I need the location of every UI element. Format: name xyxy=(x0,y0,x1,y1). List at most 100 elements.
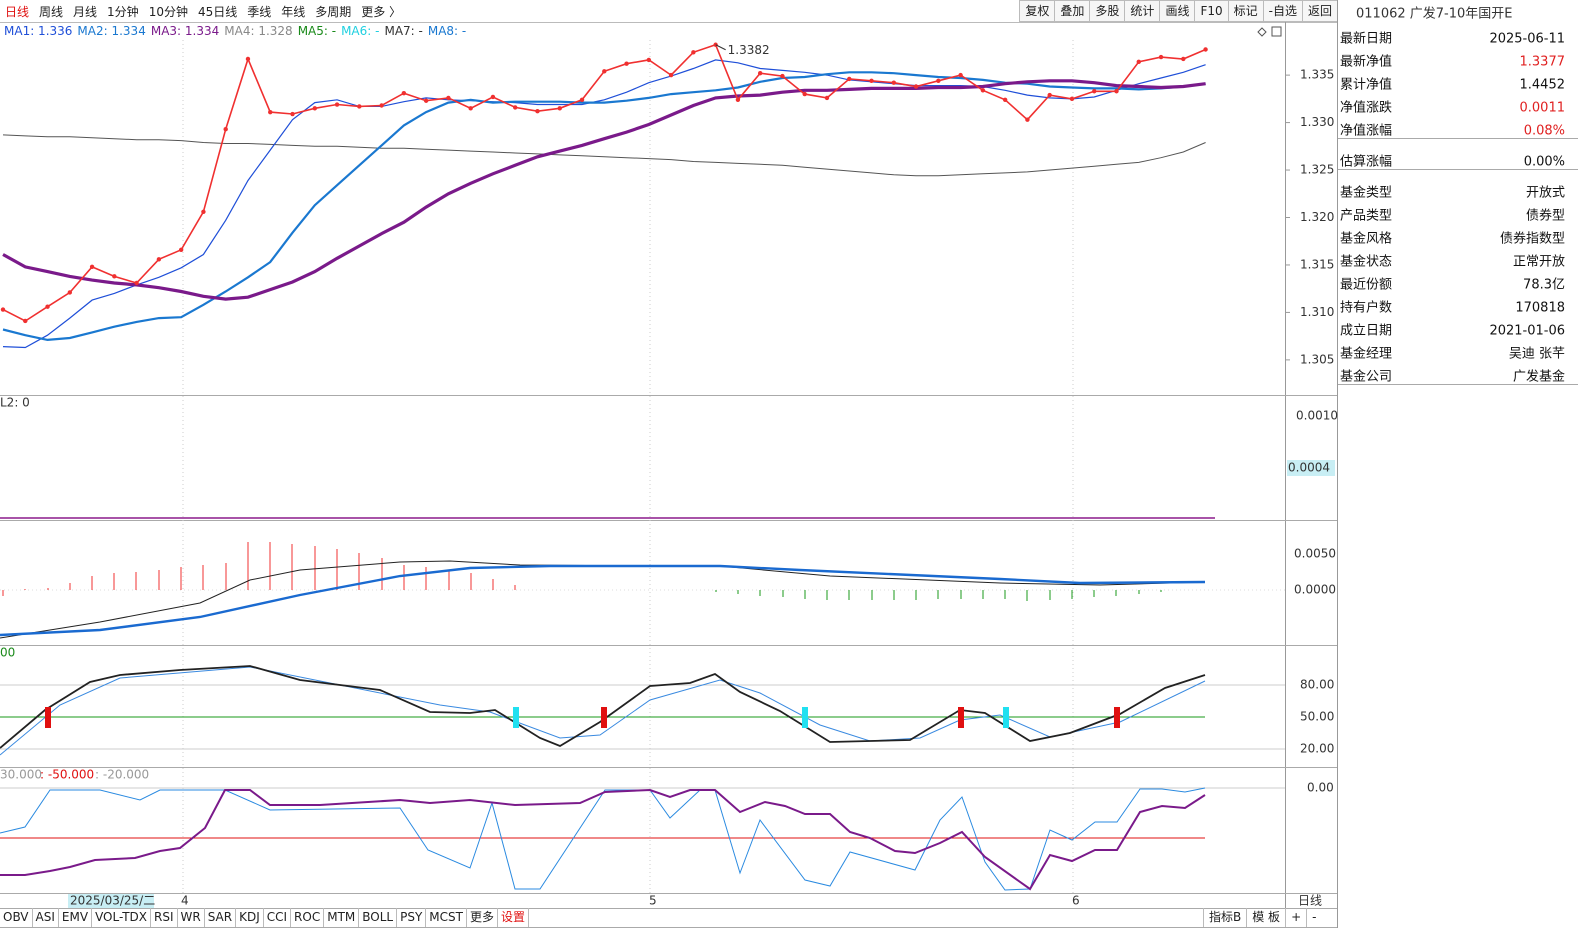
vol-tick: 0.0004 xyxy=(1288,461,1330,475)
info-label: 最新日期 xyxy=(1340,31,1392,47)
kdj-k xyxy=(0,665,1206,749)
indicator-tab[interactable]: VOL-TDX xyxy=(92,908,151,927)
ma-legend: MA1: 1.336 MA2: 1.334 MA3: 1.334 MA4: 1.328… xyxy=(4,22,471,40)
info-value: 债券指数型 xyxy=(1500,231,1565,247)
period-tab[interactable]: 季线 xyxy=(247,4,272,19)
info-value: 170818 xyxy=(1515,301,1565,316)
point xyxy=(312,106,317,111)
point xyxy=(401,90,407,96)
period-tab[interactable]: 10分钟 xyxy=(148,4,188,19)
info-value: 开放式 xyxy=(1526,186,1565,201)
y-tick-label: 1.335 xyxy=(1300,68,1334,82)
info-label: 累计净值 xyxy=(1340,77,1392,93)
indicator-tab[interactable]: WR xyxy=(178,908,205,927)
kdj-tick: 50.00 xyxy=(1300,710,1334,724)
point xyxy=(824,95,830,101)
info-label: 产品类型 xyxy=(1340,209,1392,224)
indicator-tab[interactable]: ROC xyxy=(291,908,325,927)
point xyxy=(134,280,139,286)
info-label: 基金状态 xyxy=(1340,254,1392,270)
date-highlight xyxy=(68,894,154,908)
point xyxy=(646,57,652,63)
tab-control[interactable]: 指标B xyxy=(1203,908,1246,927)
date-label: 2025/03/25/二 xyxy=(70,894,155,908)
period-tab[interactable]: 多周期 xyxy=(315,4,352,19)
indicator-tab[interactable]: CCI xyxy=(264,908,292,927)
legend-entry: MA6: - xyxy=(341,24,380,38)
period-tab[interactable]: 1分钟 xyxy=(107,4,139,19)
indicator-tab[interactable]: PSY xyxy=(397,908,427,927)
tool-button[interactable]: 返回 xyxy=(1301,0,1337,22)
period-label: 日线 xyxy=(1298,894,1322,908)
indicator-tab[interactable]: OBV xyxy=(0,908,33,927)
tool-button[interactable]: 叠加 xyxy=(1054,0,1090,22)
y-tick-label: 1.315 xyxy=(1300,257,1334,271)
point xyxy=(1025,117,1030,122)
point xyxy=(891,80,896,85)
tab-control[interactable]: - xyxy=(1306,908,1321,927)
point xyxy=(624,61,629,66)
info-value: 1.3377 xyxy=(1520,55,1566,70)
info-value: 广发基金 xyxy=(1513,369,1565,385)
point xyxy=(913,84,919,89)
tool-button[interactable]: 统计 xyxy=(1124,0,1160,22)
legend-entry: MA7: - xyxy=(384,24,423,38)
indicator-tab[interactable]: MTM xyxy=(324,908,360,927)
point xyxy=(958,72,963,78)
vol-current-box xyxy=(1287,460,1335,476)
indicator-tab[interactable]: 设置 xyxy=(498,908,530,927)
tool-button[interactable]: 复权 xyxy=(1019,0,1055,22)
annotation: 1.3382 xyxy=(728,43,770,57)
indicator-tab[interactable]: ASI xyxy=(33,908,59,927)
period-tab[interactable]: 45日线 xyxy=(197,4,238,19)
info-label: 基金公司 xyxy=(1340,369,1392,385)
point xyxy=(357,104,362,109)
point xyxy=(446,95,451,101)
point xyxy=(1069,96,1075,102)
point xyxy=(757,71,763,76)
series-line xyxy=(2,134,1206,177)
point xyxy=(668,72,674,78)
point xyxy=(67,290,73,295)
macd-bars-down xyxy=(715,590,1162,601)
annotation-leader xyxy=(715,44,726,51)
period-tab[interactable]: 年线 xyxy=(281,4,306,19)
kdj-signals xyxy=(45,707,1120,728)
indicator-tab[interactable]: MCST xyxy=(426,908,467,927)
period-tab[interactable]: 更多 〉 xyxy=(361,4,402,19)
period-tab[interactable]: 月线 xyxy=(73,4,98,19)
tab-control[interactable]: 模 板 xyxy=(1246,908,1285,927)
legend-entry: MA1: 1.336 xyxy=(4,24,73,38)
indicator-tab[interactable]: SAR xyxy=(205,908,237,927)
tool-button[interactable]: F10 xyxy=(1194,0,1228,22)
indicator-tab[interactable]: RSI xyxy=(151,908,178,927)
period-toolbar: 日线 周线 月线 1分钟 10分钟 45日线 季线 年线 多周期 更多 〉 xyxy=(0,0,1020,22)
tool-button[interactable]: 多股 xyxy=(1089,0,1125,22)
date-label: 4 xyxy=(181,894,189,908)
period-tab[interactable]: 周线 xyxy=(39,4,64,19)
period-tab[interactable]: 日线 xyxy=(5,4,30,19)
series-line xyxy=(2,59,1206,349)
macd-dif xyxy=(0,560,1206,639)
info-label: 基金类型 xyxy=(1340,185,1392,201)
indicator-tab[interactable]: EMV xyxy=(59,908,93,927)
kdj-tick: 20.00 xyxy=(1300,742,1334,756)
tool-button[interactable]: 画线 xyxy=(1159,0,1195,22)
point xyxy=(691,50,696,55)
info-rows: 最新日期 2025-06-11 最新净值 1.3377 累计净值 1.4452 净值涨跌 0.… xyxy=(1338,31,1578,385)
info-value: 1.4452 xyxy=(1520,78,1566,93)
point xyxy=(602,69,607,74)
tab-control[interactable]: + xyxy=(1285,908,1306,927)
point xyxy=(178,247,184,252)
indicator-tab[interactable]: KDJ xyxy=(236,908,264,927)
tool-button[interactable]: 标记 xyxy=(1227,0,1263,22)
tabs-right: 指标B 模 板 + - xyxy=(1203,908,1321,927)
macd-bars-up xyxy=(2,542,516,596)
point xyxy=(112,274,117,279)
info-value: 0.0011 xyxy=(1520,101,1566,116)
indicator-tab[interactable]: 更多 xyxy=(467,908,498,927)
series-line xyxy=(2,79,1206,301)
point xyxy=(1203,47,1208,52)
tool-button[interactable]: -自选 xyxy=(1262,0,1302,22)
indicator-tab[interactable]: BOLL xyxy=(359,908,398,927)
